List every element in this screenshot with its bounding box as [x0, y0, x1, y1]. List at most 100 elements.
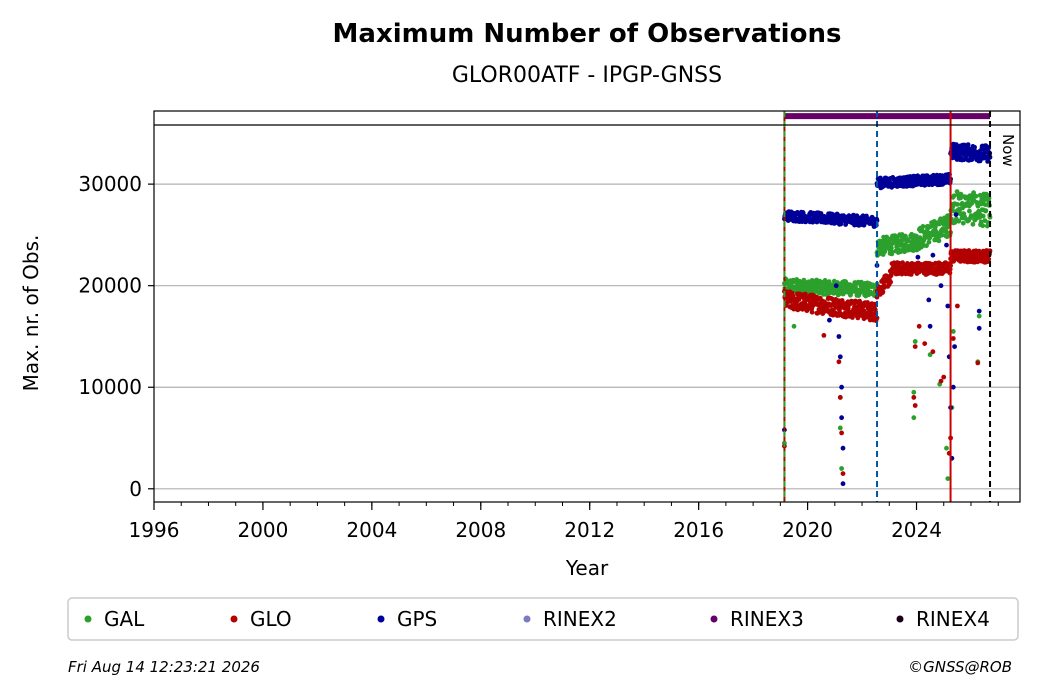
- data-point: [880, 289, 886, 295]
- x-tick-label: 2016: [673, 518, 724, 542]
- data-point: [840, 445, 846, 451]
- data-point: [912, 403, 918, 408]
- data-point: [950, 384, 956, 390]
- legend-label-glo: GLO: [250, 607, 292, 631]
- x-tick-label: 2012: [564, 518, 615, 542]
- data-points: [782, 113, 993, 487]
- data-point: [922, 341, 928, 346]
- plot-frame: [153, 110, 1021, 503]
- data-point: [944, 445, 949, 451]
- data-point: [927, 352, 933, 358]
- data-point: [839, 415, 844, 421]
- series-gal: [782, 189, 993, 481]
- data-point: [965, 142, 971, 148]
- data-point: [956, 218, 962, 224]
- data-point: [905, 237, 911, 242]
- legend-label-rinex4: RINEX4: [916, 607, 990, 631]
- data-point: [976, 313, 982, 319]
- data-point: [980, 213, 986, 219]
- legend-marker-rinex2: [523, 615, 531, 623]
- data-point: [827, 317, 832, 323]
- data-point: [837, 395, 843, 400]
- grid-lines: [154, 183, 1020, 490]
- legend: GAL GLO GPS RINEX2 RINEX3 RINEX4: [67, 597, 1019, 641]
- y-tick-label: 0: [129, 477, 142, 501]
- chart-subtitle: GLOR00ATF - IPGP-GNSS: [452, 63, 722, 88]
- data-point: [840, 471, 846, 476]
- y-axis-label: Max. nr. of Obs.: [19, 235, 43, 392]
- x-tick-label: 2020: [782, 518, 833, 542]
- data-point: [912, 344, 918, 349]
- data-point: [791, 323, 797, 329]
- data-point: [839, 466, 844, 471]
- data-point: [930, 349, 936, 355]
- data-point: [837, 354, 843, 360]
- x-tick-label: 2008: [455, 518, 506, 542]
- data-point: [938, 378, 944, 384]
- data-point: [952, 344, 957, 349]
- data-point: [927, 323, 933, 329]
- data-point: [960, 220, 966, 226]
- data-point: [987, 154, 993, 160]
- data-point: [975, 203, 981, 209]
- data-point: [973, 193, 979, 199]
- data-point: [809, 309, 815, 315]
- data-point: [836, 359, 842, 365]
- footer-copyright: ©GNSS@ROB: [908, 658, 1012, 676]
- data-point: [912, 339, 918, 344]
- legend-label-gal: GAL: [104, 607, 145, 631]
- data-point: [970, 221, 976, 227]
- data-point: [987, 248, 993, 254]
- data-point: [936, 238, 942, 244]
- data-point: [836, 334, 842, 339]
- data-point: [839, 298, 845, 303]
- legend-marker-gps: [377, 615, 385, 623]
- data-point: [986, 256, 992, 262]
- data-point: [884, 234, 889, 240]
- data-point: [972, 144, 977, 150]
- legend-label-rinex2: RINEX2: [543, 607, 617, 631]
- data-point: [945, 476, 951, 481]
- x-tick-label: 2024: [891, 518, 942, 542]
- chart-title: Maximum Number of Observations: [333, 19, 842, 49]
- data-point: [950, 336, 956, 341]
- data-point: [945, 303, 951, 309]
- data-point: [874, 294, 880, 300]
- data-point: [967, 208, 972, 214]
- data-point: [977, 192, 983, 198]
- data-point: [976, 308, 982, 314]
- legend-label-gps: GPS: [397, 607, 437, 631]
- event-lines: [783, 111, 992, 502]
- data-point: [944, 242, 949, 248]
- data-point: [975, 360, 981, 366]
- data-point: [840, 481, 846, 487]
- data-point: [950, 329, 956, 334]
- data-point: [938, 216, 943, 222]
- data-point: [924, 243, 929, 249]
- data-point: [955, 202, 960, 207]
- data-point: [916, 323, 922, 329]
- legend-label-rinex3: RINEX3: [730, 607, 804, 631]
- data-point: [839, 384, 844, 390]
- legend-marker-gal: [84, 615, 92, 623]
- data-point: [882, 249, 888, 254]
- data-point: [944, 229, 949, 235]
- data-point: [874, 218, 880, 224]
- data-point: [889, 249, 895, 255]
- footer-timestamp: Fri Aug 14 12:23:21 2026: [68, 658, 260, 676]
- data-point: [911, 415, 917, 421]
- data-point: [857, 298, 862, 304]
- now-label: Now: [999, 134, 1017, 167]
- axes: 0 10000 20000 30000 1996 2000 2004 2008 2012 2016…: [78, 172, 999, 542]
- legend-marker-rinex3: [710, 615, 718, 623]
- data-point: [839, 430, 844, 436]
- data-point: [838, 221, 844, 227]
- data-point: [987, 214, 993, 220]
- data-point: [926, 297, 932, 303]
- legend-marker-rinex4: [896, 615, 904, 623]
- data-point: [801, 277, 807, 283]
- y-tick-label: 20000: [78, 274, 142, 298]
- data-point: [958, 195, 963, 201]
- data-point: [837, 425, 843, 431]
- data-point: [958, 191, 964, 197]
